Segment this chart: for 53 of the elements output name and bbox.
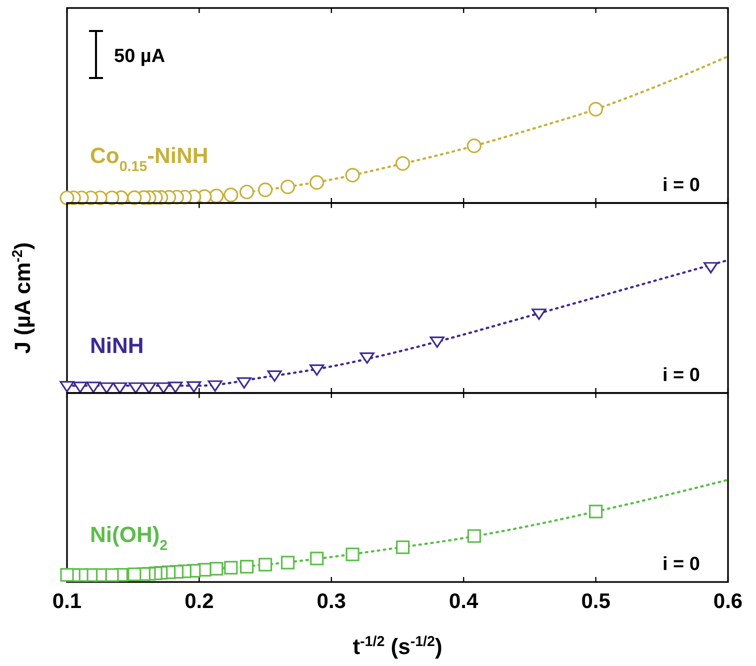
- series-label: Co$_{0.15}$-NiNH: [90, 143, 208, 175]
- series-label: NiNH: [90, 333, 144, 358]
- point: [588, 102, 604, 116]
- point: [60, 380, 74, 392]
- point: [466, 138, 482, 154]
- point: [99, 382, 114, 394]
- point: [240, 560, 254, 574]
- point: [430, 336, 444, 348]
- series-label: Ni(OH)$_{2}$: [90, 522, 168, 554]
- point: [310, 552, 324, 566]
- point: [239, 184, 254, 200]
- point: [86, 382, 101, 394]
- point: [60, 190, 74, 206]
- x-tick-label: 0.5: [581, 590, 611, 613]
- annotation: i = 0: [662, 175, 700, 196]
- point: [395, 156, 410, 171]
- point: [310, 175, 324, 190]
- point: [60, 568, 74, 582]
- x-axis-title: t$^{-1/2}$ (s$^{-1/2}$): [352, 634, 442, 659]
- annotation: i = 0: [662, 554, 700, 575]
- point: [128, 382, 144, 394]
- annotation: i = 0: [662, 365, 700, 386]
- point: [310, 364, 324, 376]
- point: [532, 308, 546, 320]
- point: [142, 382, 156, 394]
- point: [280, 556, 295, 570]
- point: [186, 381, 202, 393]
- point: [236, 377, 252, 389]
- point: [589, 504, 603, 518]
- point: [704, 262, 718, 274]
- x-tick-label: 0.3: [316, 590, 346, 613]
- point: [360, 352, 374, 364]
- annotation: 50 µA: [114, 46, 166, 67]
- point: [280, 180, 296, 194]
- point: [72, 382, 88, 394]
- x-tick-label: 0.6: [713, 590, 743, 613]
- point: [156, 382, 171, 394]
- point: [467, 529, 481, 543]
- point: [346, 548, 360, 562]
- point: [128, 568, 142, 582]
- point: [267, 370, 282, 382]
- point: [396, 540, 410, 554]
- x-tick-label: 0.1: [52, 590, 82, 613]
- point: [168, 382, 183, 394]
- point: [112, 382, 128, 394]
- x-tick-label: 0.2: [184, 590, 214, 613]
- point: [208, 380, 222, 392]
- point: [345, 168, 360, 182]
- x-tick-label: 0.4: [449, 590, 479, 613]
- point: [224, 560, 238, 574]
- point: [224, 188, 238, 202]
- point: [258, 558, 272, 572]
- point: [258, 182, 273, 198]
